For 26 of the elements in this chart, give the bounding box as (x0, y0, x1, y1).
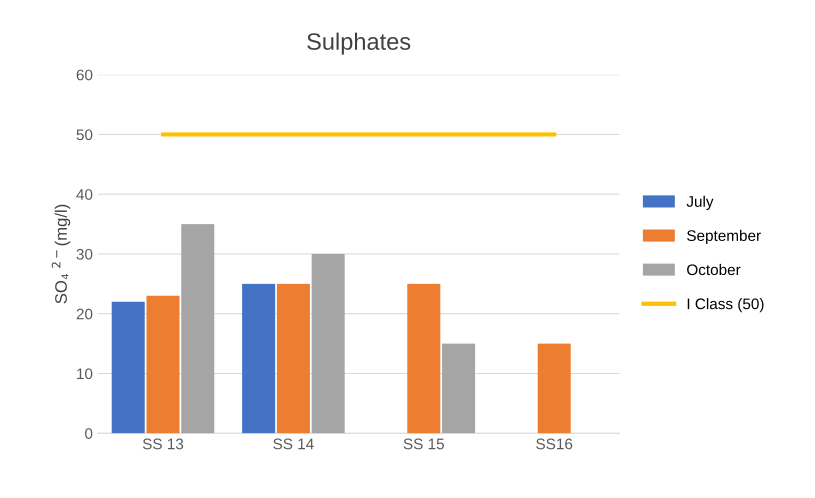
x-tick-label: SS16 (536, 438, 572, 450)
legend-label: I Class (50) (688, 298, 764, 312)
y-tick-label: 30 (76, 248, 92, 260)
chart-title: Sulphates (307, 32, 410, 55)
y-tick-label: 50 (76, 129, 92, 140)
x-tick-label: SS 15 (404, 438, 444, 450)
bar (146, 296, 180, 434)
bar (538, 344, 571, 434)
bar (181, 224, 214, 434)
y-tick-label: 60 (76, 70, 92, 80)
x-tick-label: SS 13 (142, 438, 184, 450)
bar (112, 302, 145, 434)
bar (442, 344, 476, 434)
legend-label: October (687, 264, 740, 276)
y-tick-label: 0 (85, 428, 92, 439)
bar (312, 254, 345, 434)
y-tick-label: 20 (76, 308, 92, 320)
bar (242, 284, 276, 434)
y-tick-label: 10 (77, 368, 92, 380)
x-tick-label: SS 14 (273, 438, 314, 450)
y-axis-title: SO₄ $^{2−}$(mg/l) (52, 204, 70, 304)
legend-label: July (686, 196, 714, 210)
legend-label: September (687, 230, 761, 244)
bar (407, 284, 440, 434)
y-tick-label: 40 (76, 189, 92, 200)
bar (276, 284, 310, 434)
